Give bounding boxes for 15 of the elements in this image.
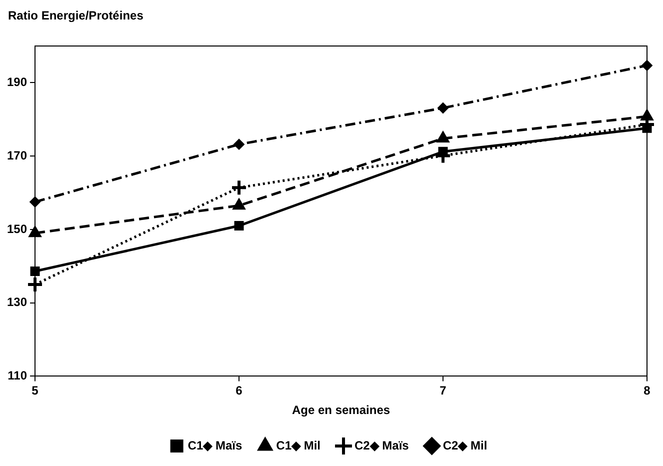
y-axis-title: Ratio Energie/Protéines <box>8 8 144 22</box>
legend-label: C2◆ Mil <box>442 438 488 452</box>
x-axis-title: Age en semaines <box>292 403 390 418</box>
x-tick-label: 5 <box>32 384 39 398</box>
legend-label: C1◆ Maïs <box>188 438 242 452</box>
y-tick-label: 130 <box>6 295 28 310</box>
legend-label: C2◆ Maïs <box>354 438 410 452</box>
x-tick-label: 6 <box>236 384 243 398</box>
y-tick-label: 150 <box>6 222 28 236</box>
x-tick-label: 7 <box>440 384 447 398</box>
x-tick-label: 8 <box>644 384 651 398</box>
y-tick-label: 170 <box>6 148 28 162</box>
legend-label: C1◆ Mil <box>276 438 321 452</box>
y-tick-label: 110 <box>8 368 28 383</box>
y-tick-label: 190 <box>6 75 28 89</box>
